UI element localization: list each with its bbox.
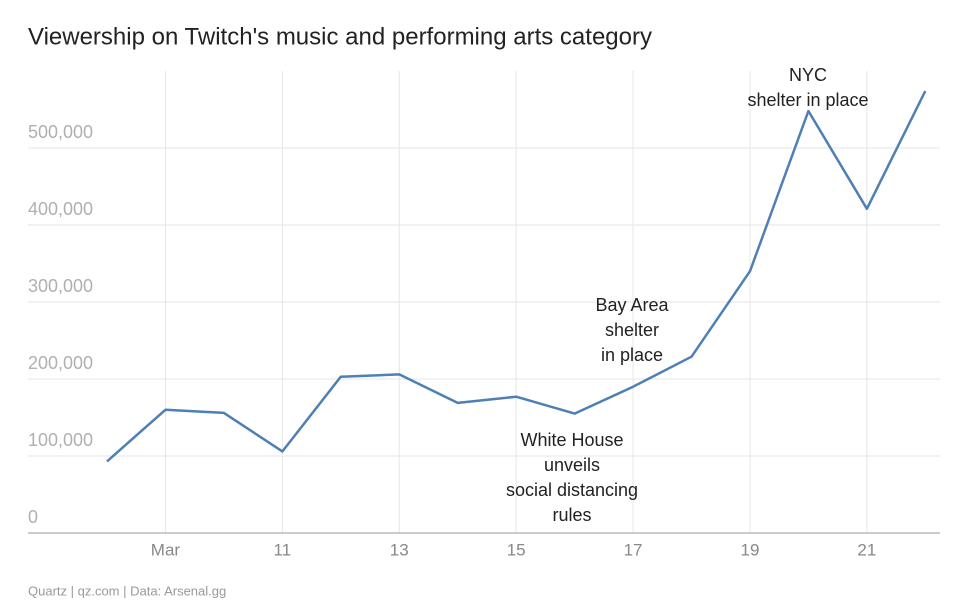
y-tick-label: 0 xyxy=(28,507,38,527)
y-tick-label: 200,000 xyxy=(28,353,93,373)
chart-title: Viewership on Twitch's music and perform… xyxy=(28,23,652,50)
annotation: shelter xyxy=(605,320,659,340)
annotation: NYC xyxy=(789,65,827,85)
annotation: rules xyxy=(552,505,591,525)
x-tick-label: 17 xyxy=(624,540,643,559)
x-tick-label: 21 xyxy=(857,540,876,559)
annotation: Bay Area xyxy=(595,295,669,315)
annotation: shelter in place xyxy=(747,90,868,110)
annotation: White House xyxy=(520,430,623,450)
y-tick-label: 500,000 xyxy=(28,122,93,142)
y-tick-label: 100,000 xyxy=(28,430,93,450)
y-tick-label: 300,000 xyxy=(28,276,93,296)
y-tick-label: 400,000 xyxy=(28,199,93,219)
annotation: social distancing xyxy=(506,480,638,500)
annotation: in place xyxy=(601,345,663,365)
x-tick-label: Mar xyxy=(151,540,181,559)
x-tick-label: 11 xyxy=(274,540,292,559)
source: Quartz | qz.com | Data: Arsenal.gg xyxy=(28,583,226,598)
x-tick-label: 19 xyxy=(740,540,759,559)
x-tick-label: 13 xyxy=(390,540,409,559)
annotation: unveils xyxy=(544,455,600,475)
data-line xyxy=(106,90,927,463)
x-tick-label: 15 xyxy=(507,540,526,559)
